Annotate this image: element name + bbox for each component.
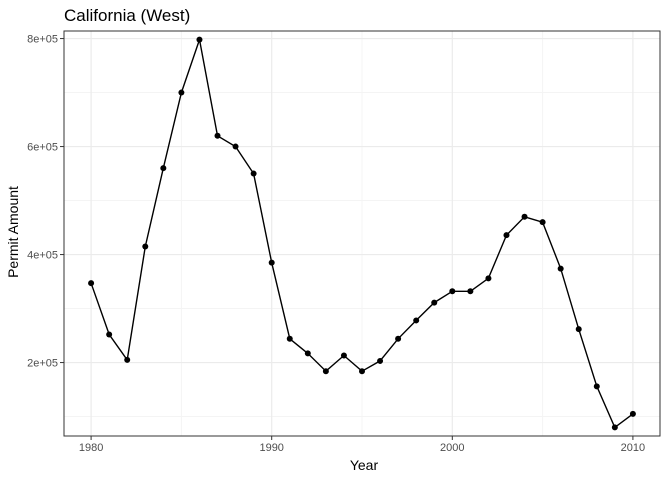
data-point <box>449 288 456 295</box>
data-point <box>340 352 347 359</box>
data-point <box>539 219 546 226</box>
data-point <box>485 275 492 282</box>
y-tick-label: 4e+05 <box>27 250 58 262</box>
x-tick-label: 1980 <box>79 442 103 454</box>
data-point <box>521 213 528 220</box>
data-point <box>286 335 293 342</box>
y-tick-label: 2e+05 <box>27 358 58 370</box>
data-point <box>359 368 365 375</box>
data-point <box>196 36 203 43</box>
data-point <box>304 350 311 357</box>
y-axis: 2e+05 4e+05 6e+05 8e+05 <box>27 34 64 370</box>
x-tick-label: 2010 <box>621 442 645 454</box>
data-point <box>413 317 420 324</box>
y-tick-label: 6e+05 <box>27 142 58 154</box>
data-point <box>575 326 582 333</box>
data-point <box>431 299 438 306</box>
data-point <box>467 288 474 295</box>
x-axis: 1980 1990 2000 2010 <box>79 436 645 454</box>
plot-panel-border <box>63 30 661 437</box>
x-axis-title: Year <box>350 457 379 473</box>
data-point <box>142 243 149 250</box>
x-tick-label: 2000 <box>440 442 464 454</box>
major-gridlines <box>64 31 660 436</box>
data-point <box>178 89 185 96</box>
data-point <box>377 357 384 364</box>
minor-gridlines <box>64 31 660 436</box>
chart-title: California (West) <box>64 6 190 25</box>
data-point <box>88 280 95 287</box>
data-point <box>611 424 618 431</box>
data-point <box>232 143 239 150</box>
y-tick-label: 8e+05 <box>27 34 58 46</box>
data-point <box>503 232 510 239</box>
data-point <box>593 383 600 390</box>
x-tick-label: 1990 <box>259 442 283 454</box>
data-point <box>160 165 167 172</box>
data-point <box>106 331 113 338</box>
data-point <box>124 356 131 363</box>
data-point <box>250 170 257 177</box>
series-group <box>88 36 636 431</box>
data-point <box>322 368 329 375</box>
data-point <box>268 259 275 266</box>
data-point <box>214 132 221 139</box>
data-point <box>629 410 636 417</box>
data-point <box>395 335 402 342</box>
y-axis-title: Permit Amount <box>5 186 21 278</box>
data-point <box>557 265 564 272</box>
